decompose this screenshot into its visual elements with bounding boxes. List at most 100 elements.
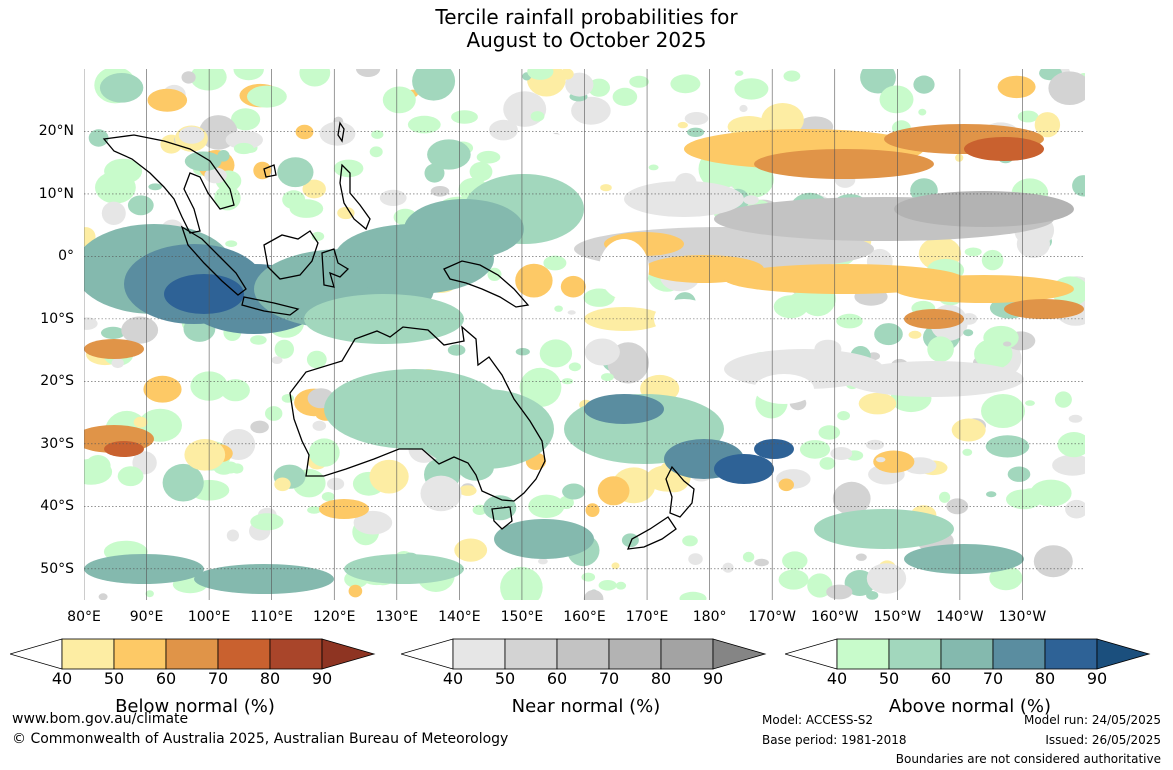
probability-patch (860, 69, 896, 94)
probability-patch (807, 573, 833, 598)
latitude-label: 0° (58, 248, 74, 265)
probability-patch (600, 184, 612, 192)
latitude-label: 10°N (38, 185, 74, 202)
probability-patch (597, 476, 630, 506)
probability-patch (904, 309, 964, 329)
colorbar-segment (113, 638, 167, 670)
probability-patch (1017, 110, 1039, 123)
colorbar-max-triangle (712, 638, 767, 670)
near-normal-colorbar (401, 638, 767, 670)
probability-patch (327, 477, 345, 491)
map-title-line-2: August to October 2025 (466, 28, 707, 52)
probability-patch (223, 461, 238, 474)
probability-patch (583, 288, 615, 307)
probability-patch (754, 149, 934, 179)
probability-patch (836, 313, 863, 329)
longitude-label: 170°W (748, 609, 796, 625)
probability-patch (104, 158, 143, 184)
probability-patch (562, 483, 586, 500)
colorbar-segment (888, 638, 942, 670)
boundaries-disclaimer: Boundaries are not considered authoritat… (895, 752, 1161, 766)
probability-patch (826, 584, 853, 600)
latitude-label: 30°S (40, 435, 74, 452)
probability-patch (333, 159, 364, 178)
probability-patch (832, 481, 871, 516)
java-outline (241, 296, 300, 316)
probability-patch (983, 325, 1019, 350)
probability-patch (866, 563, 907, 594)
probability-patch (178, 126, 205, 144)
colorbar-tick-label: 40 (826, 669, 848, 688)
longitude-label: 140°W (936, 609, 984, 625)
colorbar-tick-label: 60 (930, 669, 952, 688)
probability-patch (289, 199, 324, 218)
longitude-label: 150°W (873, 609, 922, 625)
probability-patch (913, 75, 935, 94)
probability-patch (274, 339, 294, 359)
longitude-label: 170°E (625, 609, 669, 625)
probability-patch (1006, 489, 1042, 510)
probability-patch (677, 121, 688, 129)
longitude-label: 130°W (998, 609, 1047, 625)
probability-patch (458, 485, 477, 496)
rainfall-probability-map (84, 69, 1085, 600)
probability-patch (567, 310, 576, 315)
longitude-label: 90°E (129, 609, 164, 625)
colorbar-min-triangle (401, 638, 454, 670)
longitude-label: 160°E (563, 609, 606, 625)
probability-patch (783, 70, 801, 82)
near-normal-colorbar-label: Near normal (%) (511, 696, 661, 717)
probability-patch (321, 492, 335, 502)
probability-patch (253, 161, 272, 180)
colorbar-tick-label: 80 (259, 669, 281, 688)
probability-patch (830, 447, 853, 460)
probability-patch (568, 362, 581, 372)
probability-patch (1003, 341, 1012, 347)
probability-patch (127, 195, 154, 216)
colorbar-segment (217, 638, 271, 670)
probability-patch (894, 191, 1074, 227)
probability-patch (515, 348, 530, 356)
probability-patch (412, 69, 456, 101)
probability-patch (918, 108, 927, 116)
probability-patch (1068, 414, 1083, 423)
probability-patch (565, 72, 594, 97)
below-normal-colorbar-label: Below normal (%) (115, 696, 275, 717)
colorbar-segment (61, 638, 115, 670)
longitude-label: 110°E (250, 609, 293, 625)
probability-patch (734, 70, 744, 76)
probability-patch (1034, 112, 1061, 138)
colorbar-tick-label: 50 (878, 669, 900, 688)
latitude-label: 50°S (40, 560, 74, 577)
probability-patch (101, 201, 126, 225)
colorbar-tick-label: 50 (103, 669, 125, 688)
longitude-label: 160°W (810, 609, 859, 625)
probability-patch (951, 418, 986, 442)
probability-patch (989, 565, 1023, 591)
colorbar-tick-label: 50 (494, 669, 516, 688)
probability-patch (184, 151, 222, 172)
sulawesi-outline (321, 248, 350, 288)
colorbar-segment (504, 638, 558, 670)
latitude-label: 40°S (40, 498, 74, 515)
probability-patch (231, 108, 261, 131)
probability-patch (599, 239, 649, 299)
colorbar-segment (452, 638, 506, 670)
colorbar-segment (608, 638, 662, 670)
probability-patch (927, 336, 954, 363)
probability-patch (133, 416, 148, 428)
probability-patch (233, 142, 254, 155)
probability-patch (571, 96, 611, 125)
probability-patch (584, 338, 620, 366)
colorbar-segment (940, 638, 994, 670)
probability-patch (543, 255, 567, 271)
website-link[interactable]: www.bom.gov.au/climate (12, 711, 189, 727)
probability-patch (250, 420, 269, 434)
probability-patch (1054, 391, 1072, 408)
probability-patch (742, 551, 755, 563)
probability-patch (986, 491, 997, 498)
taiwan-outline (337, 121, 345, 143)
hainan-outline (263, 164, 277, 178)
probability-patch (754, 558, 769, 567)
probability-patch (369, 459, 409, 494)
